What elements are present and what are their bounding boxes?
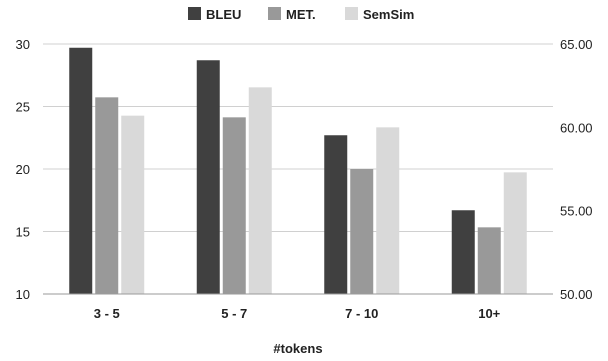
bar-semsim-4 (503, 172, 527, 294)
category-label: 10+ (478, 306, 500, 321)
left-tick-label: 15 (16, 225, 30, 240)
bar-semsim-2 (248, 87, 272, 294)
bar-met-2 (222, 117, 246, 294)
legend-label: SemSim (363, 7, 414, 22)
right-tick-label: 65.00 (560, 37, 593, 52)
gridlines (43, 43, 553, 232)
x-axis-title: #tokens (273, 341, 322, 356)
bars (69, 47, 527, 295)
category-labels: 3 - 5 5 - 7 7 - 10 10+ (94, 306, 501, 321)
category-label: 3 - 5 (94, 306, 120, 321)
bar-bleu-2 (196, 60, 220, 294)
legend-label: MET. (286, 7, 316, 22)
right-tick-label: 55.00 (560, 204, 593, 219)
left-tick-label: 20 (16, 162, 30, 177)
right-tick-label: 60.00 (560, 120, 593, 135)
legend-swatch (345, 7, 358, 20)
bar-bleu-1 (69, 47, 93, 294)
bar-met-1 (95, 97, 119, 294)
bar-bleu-3 (324, 135, 348, 294)
legend: BLEU MET. SemSim (188, 7, 414, 22)
bar-bleu-4 (451, 210, 475, 294)
legend-swatch (188, 7, 201, 20)
left-tick-label: 25 (16, 100, 30, 115)
bar-met-4 (477, 227, 501, 294)
legend-swatch (268, 7, 281, 20)
left-tick-label: 30 (16, 37, 30, 52)
legend-label: BLEU (206, 7, 241, 22)
bar-met-3 (350, 169, 374, 294)
bar-semsim-3 (376, 127, 400, 294)
category-label: 5 - 7 (221, 306, 247, 321)
left-axis-ticks: 10 15 20 25 30 (16, 37, 30, 302)
right-tick-label: 50.00 (560, 287, 593, 302)
left-tick-label: 10 (16, 287, 30, 302)
category-label: 7 - 10 (345, 306, 378, 321)
bar-semsim-1 (121, 115, 145, 295)
right-axis-ticks: 50.00 55.00 60.00 65.00 (560, 37, 593, 302)
